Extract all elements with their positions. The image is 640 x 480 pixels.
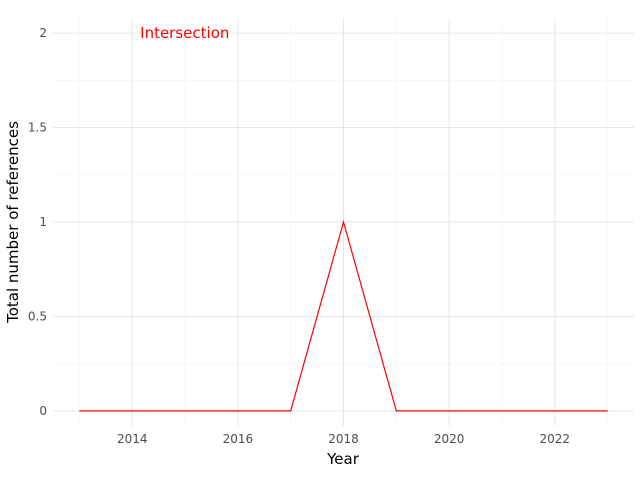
y-axis-title: Total number of references: [4, 121, 22, 324]
y-tick-label: 2: [39, 26, 47, 40]
x-tick-label: 2014: [117, 432, 148, 446]
y-tick-label: 1: [39, 215, 47, 229]
series-line: [79, 219, 608, 412]
annotation-text: Intersection: [140, 24, 229, 42]
y-tick-label: 1.5: [28, 121, 47, 135]
x-tick-label: 2016: [223, 432, 254, 446]
x-tick-label: 2018: [328, 432, 359, 446]
x-axis-title: Year: [326, 450, 360, 468]
y-axis-ticks: 0 0.5 1 1.5 2: [28, 26, 47, 418]
y-tick-label: 0.5: [28, 309, 47, 323]
x-tick-label: 2022: [539, 432, 570, 446]
annotation-layer: Intersection: [140, 24, 229, 42]
y-tick-label: 0: [39, 404, 47, 418]
x-tick-label: 2020: [434, 432, 465, 446]
x-axis-ticks: 2014 2016 2018 2020 2022: [117, 432, 570, 446]
series-layer: [79, 219, 608, 412]
